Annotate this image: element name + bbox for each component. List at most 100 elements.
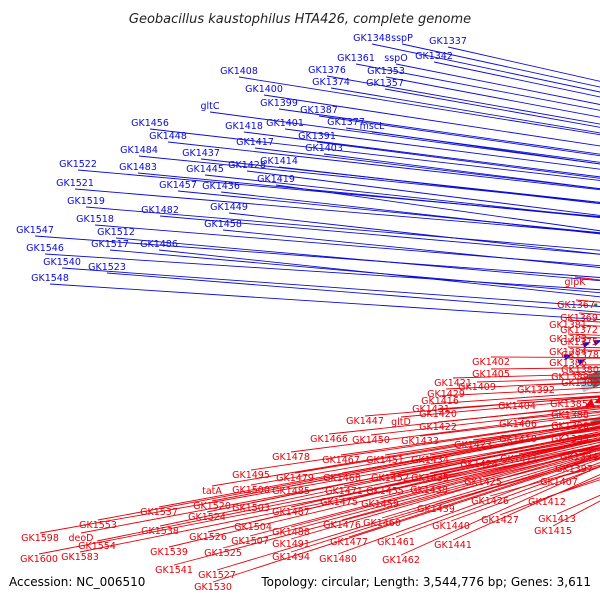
- reverse-gene-label: GK1397: [555, 464, 593, 475]
- reverse-gene-label: GK1420: [419, 409, 457, 420]
- forward-gene-leader: [371, 43, 600, 93]
- forward-gene-label: GK1377: [327, 117, 365, 128]
- forward-gene-leader: [228, 212, 600, 255]
- reverse-gene-leader: [250, 417, 600, 471]
- reverse-gene-leader: [38, 444, 600, 555]
- forward-gene-label: mscL: [360, 121, 385, 132]
- reverse-gene-leader: [381, 452, 600, 519]
- forward-gene-leader: [238, 76, 600, 136]
- reverse-gene-label: GK1507: [231, 536, 269, 547]
- reverse-gene-leader: [216, 454, 600, 571]
- forward-gene-leader: [263, 94, 600, 147]
- forward-gene-leader: [246, 170, 600, 216]
- reverse-gene-label: GK1378: [561, 350, 599, 361]
- reverse-gene-label: GK1450: [352, 435, 390, 446]
- reverse-gene-leader: [348, 455, 600, 538]
- reverse-gene-label: GK1427: [481, 515, 519, 526]
- reverse-gene-label: GK1421: [434, 378, 472, 389]
- reverse-gene-label: GK1402: [472, 357, 510, 368]
- forward-gene-label: GK1353: [367, 66, 405, 77]
- reverse-gene-leader: [211, 420, 600, 487]
- map-title: Geobacillus kaustophilus HTA426, complet…: [129, 12, 471, 27]
- reverse-gene-label: GK1485: [272, 486, 310, 497]
- reverse-gene-leader: [340, 417, 600, 456]
- reverse-gene-label: GK1491: [272, 539, 310, 550]
- reverse-gene-label: GK1524: [188, 512, 226, 523]
- forward-gene-label: GK1399: [260, 98, 298, 109]
- reverse-gene-leader: [419, 414, 600, 437]
- forward-gene-label: GK1519: [67, 196, 105, 207]
- reverse-gene-leader: [439, 387, 600, 397]
- forward-gene-label: GK1482: [141, 205, 179, 216]
- reverse-gene-label: GK1541: [155, 565, 193, 576]
- forward-gene-label: GK1337: [429, 36, 467, 47]
- reverse-gene-leader: [158, 425, 600, 508]
- reverse-gene-label: GK1411: [500, 454, 538, 465]
- reverse-gene-leader: [343, 434, 600, 487]
- forward-gene-label: GK1445: [186, 164, 224, 175]
- reverse-gene-leader: [222, 447, 600, 549]
- reverse-gene-label: GK1394: [560, 452, 598, 463]
- forward-gene-leader: [278, 108, 600, 155]
- forward-gene-label: GK1484: [120, 145, 158, 156]
- reverse-gene-label: GK1461: [377, 537, 415, 548]
- forward-gene-label: GK1518: [76, 214, 114, 225]
- forward-gene-label: GK1387: [300, 105, 338, 116]
- reverse-gene-label: GK1527: [198, 570, 236, 581]
- forward-gene-leader: [401, 43, 600, 88]
- forward-gene-leader: [204, 174, 600, 218]
- reverse-gene-leader: [400, 398, 600, 418]
- reverse-gene-leader: [328, 404, 600, 435]
- forward-gene-labels: GK1348 sspP GK1337 GK1361 sspO GK1342 GK1408 GK…: [16, 33, 600, 320]
- reverse-gene-label: GK1447: [346, 416, 384, 427]
- reverse-gene-label: GK1413: [538, 514, 576, 525]
- forward-gene-label: GK1414: [260, 156, 298, 167]
- reverse-gene-label: GK1367: [557, 300, 595, 311]
- forward-gene-label: GK1401: [266, 118, 304, 129]
- reverse-gene-leader: [97, 426, 600, 521]
- reverse-gene-leader: [450, 466, 600, 522]
- reverse-gene-leader: [478, 437, 600, 460]
- forward-gene-label: GK1546: [26, 243, 64, 254]
- forward-gene-leader: [330, 87, 600, 134]
- forward-gene-label: GK1436: [202, 181, 240, 192]
- reverse-gene-leader: [294, 422, 600, 474]
- forward-gene-label: GK1376: [308, 65, 346, 76]
- reverse-gene-label: GK1380: [561, 365, 599, 376]
- reverse-gene-label: glpK: [565, 277, 587, 288]
- forward-gene-leader: [371, 131, 600, 163]
- reverse-gene-leader: [430, 391, 600, 405]
- reverse-gene-label: GK1480: [319, 554, 357, 565]
- reverse-gene-leader: [338, 438, 600, 498]
- reverse-gene-leader: [250, 423, 600, 486]
- forward-gene-leader: [326, 75, 600, 125]
- forward-gene-label: GK1357: [366, 78, 404, 89]
- forward-gene-label: GK1457: [159, 180, 197, 191]
- forward-gene-label: GK1348: [353, 33, 391, 44]
- reverse-gene-label: GK1386: [549, 358, 587, 369]
- reverse-gene-label: GK1477: [330, 537, 368, 548]
- reverse-gene-leader: [400, 465, 600, 556]
- forward-gene-leader: [109, 249, 600, 294]
- reverse-gene-leader: [341, 448, 600, 521]
- reverse-gene-leader: [159, 433, 600, 527]
- forward-gene-label: sspP: [391, 33, 413, 44]
- reverse-gene-label: GK1530: [194, 582, 232, 593]
- reverse-gene-leader: [290, 445, 600, 528]
- reverse-gene-label: GK1410: [499, 434, 537, 445]
- reverse-gene-leader: [437, 405, 600, 423]
- reverse-gene-label: GK1600: [20, 554, 58, 565]
- reverse-gene-label: tatA: [202, 486, 222, 497]
- forward-gene-label: GK1540: [43, 257, 81, 268]
- genome-summary: Topology: circular; Length: 3,544,776 bp…: [260, 575, 591, 589]
- forward-gene-leader: [345, 127, 600, 165]
- reverse-gene-label: GK1416: [421, 396, 459, 407]
- reverse-gene-label: GK1429: [427, 389, 465, 400]
- forward-gene-label: GK1408: [220, 66, 258, 77]
- forward-gene-leader: [106, 272, 600, 313]
- forward-gene-leader: [220, 191, 600, 235]
- forward-gene-leader: [384, 88, 600, 128]
- reverse-gene-label: GK1462: [382, 555, 420, 566]
- forward-gene-leader: [275, 184, 600, 232]
- forward-gene-label: GK1486: [140, 239, 178, 250]
